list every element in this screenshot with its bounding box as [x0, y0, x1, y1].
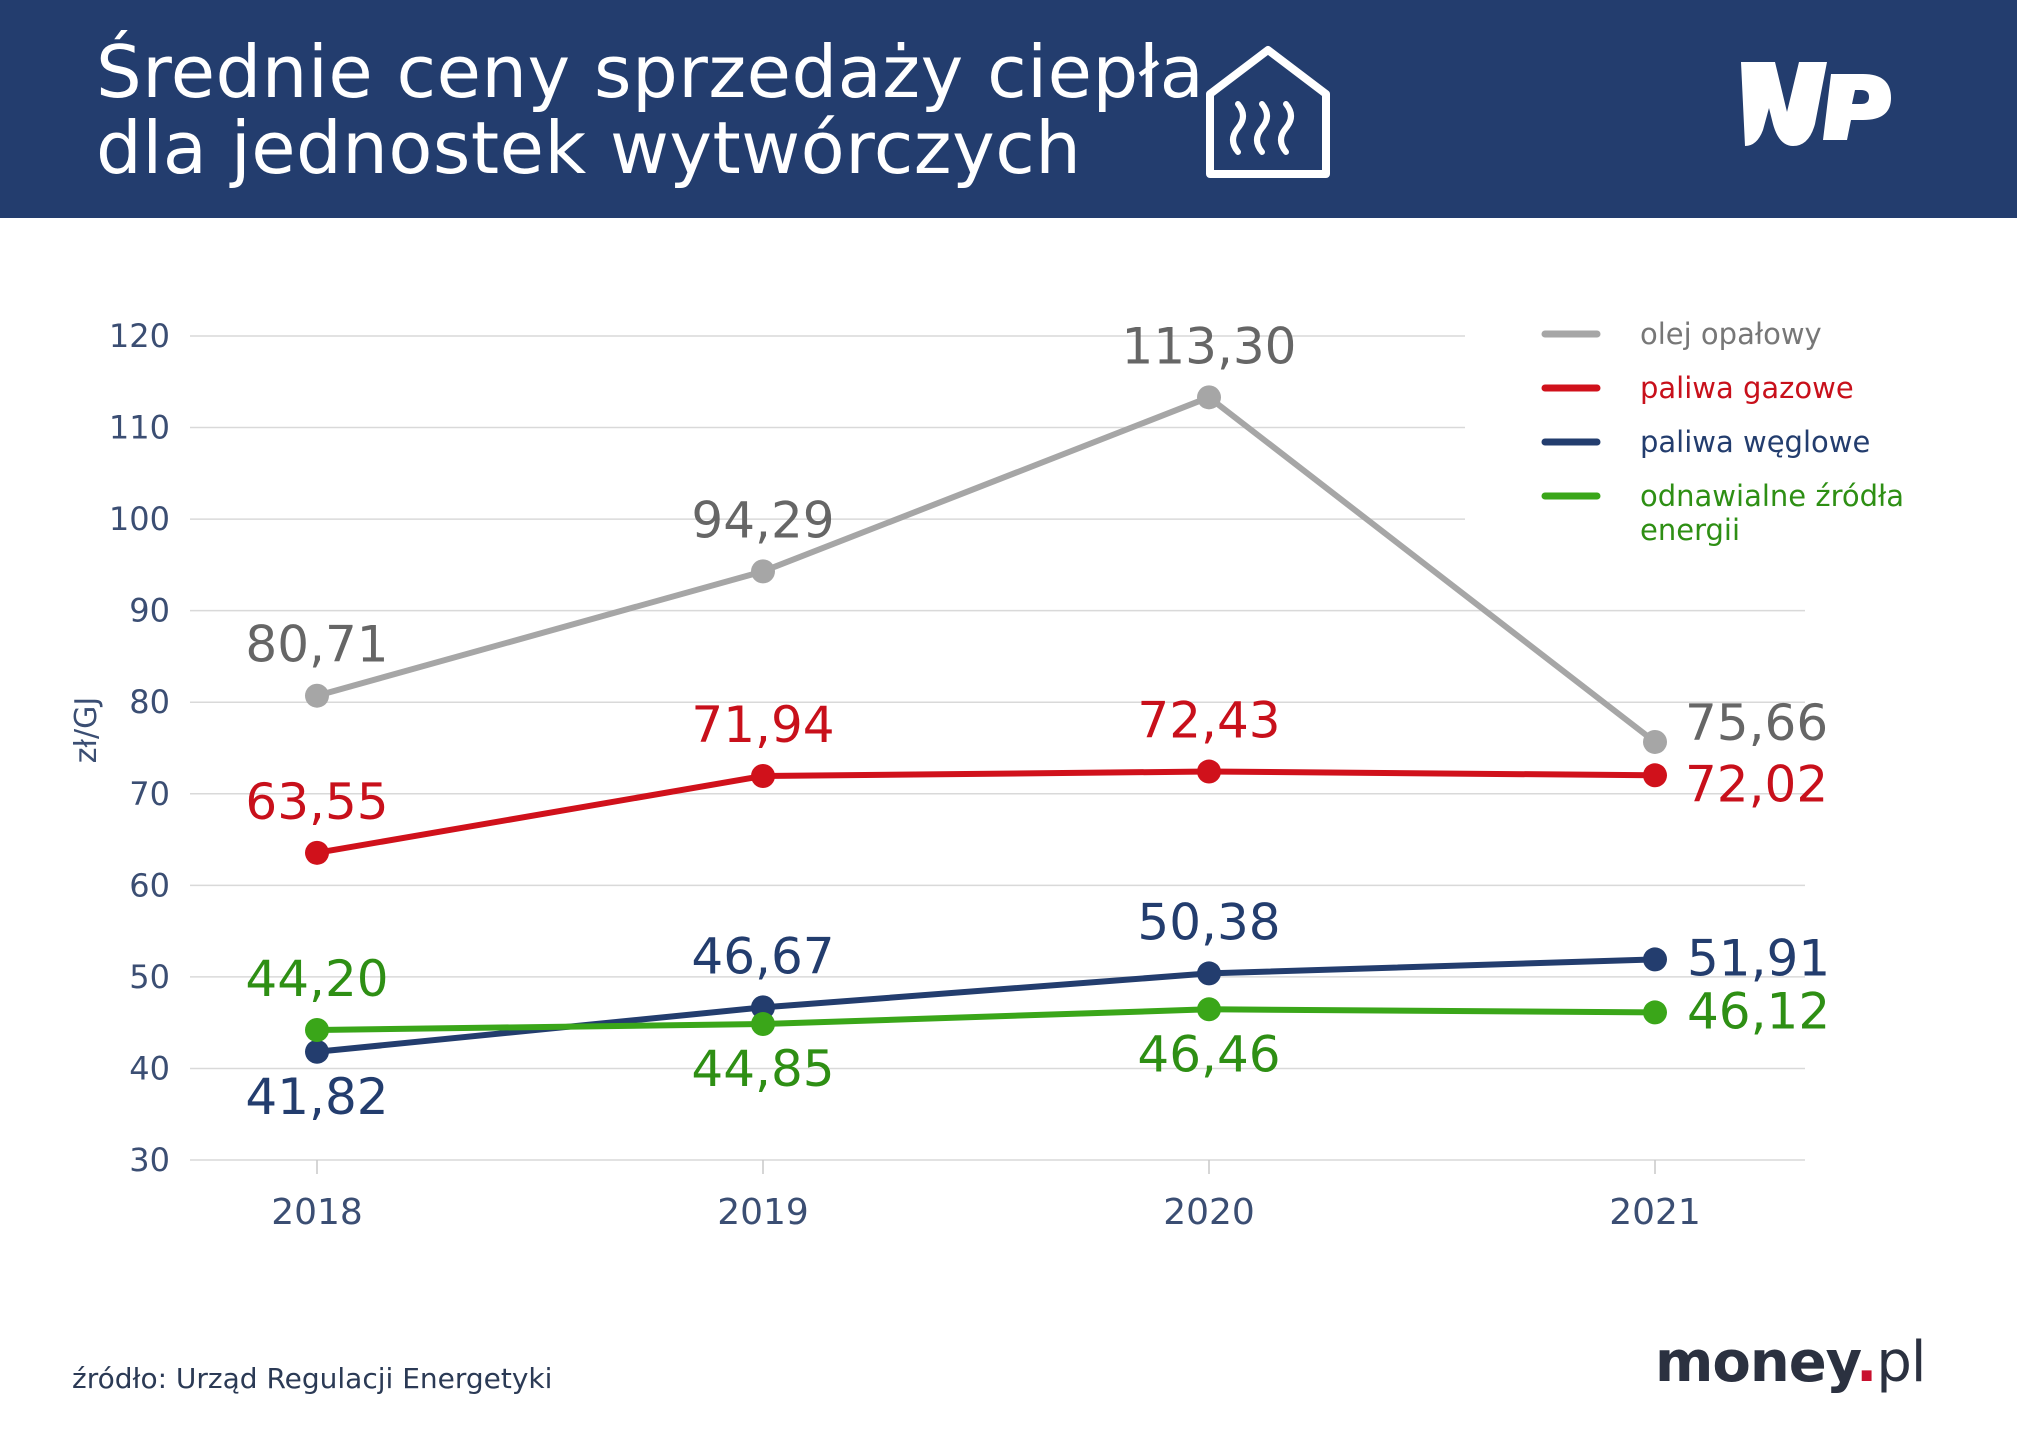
series-line — [314, 956, 1658, 1055]
data-point — [1197, 759, 1221, 784]
series-line — [314, 768, 1658, 856]
series-1 — [305, 759, 1667, 865]
data-label: 41,82 — [245, 1068, 388, 1126]
line-chart: 30 40 50 60 70 80 90 100 110 120 2018 2019 2020 2021 z… — [69, 317, 1904, 1233]
y-tick-label: 100 — [109, 500, 170, 538]
y-axis-label: zł/GJ — [69, 697, 104, 763]
title-line-2: dla jednostek wytwórczych — [96, 106, 1082, 190]
data-label: 44,85 — [691, 1040, 834, 1098]
data-point — [1197, 997, 1221, 1022]
y-tick-label: 70 — [129, 775, 170, 813]
legend-item-0: olej opałowy — [1541, 317, 1822, 351]
data-label: 46,67 — [691, 927, 834, 985]
data-label: 46,12 — [1687, 982, 1830, 1040]
data-label: 44,20 — [245, 950, 388, 1008]
x-tick-label: 2020 — [1163, 1192, 1255, 1233]
data-point — [305, 840, 329, 865]
legend-item-1: paliwa gazowe — [1541, 371, 1854, 405]
y-tick-label: 30 — [129, 1141, 170, 1179]
y-tick-label: 40 — [129, 1049, 170, 1087]
legend-label: paliwa węglowe — [1640, 425, 1870, 459]
data-point — [751, 559, 775, 584]
grid-lines — [190, 335, 1805, 1161]
axes: 30 40 50 60 70 80 90 100 110 120 2018 2019 2020 2021 z… — [69, 317, 1701, 1233]
data-label: 75,66 — [1685, 694, 1828, 752]
data-labels: 80,71 94,29 113,30 75,66 63,55 71,94 72,43 72,0… — [245, 317, 1830, 1125]
data-label: 46,46 — [1137, 1025, 1280, 1083]
brand-main: money — [1655, 1330, 1857, 1395]
data-point — [1197, 385, 1221, 410]
series-line — [314, 394, 1658, 745]
x-tick-label: 2018 — [271, 1192, 363, 1233]
data-label: 113,30 — [1122, 317, 1297, 375]
brand-suffix: pl — [1876, 1330, 1926, 1395]
x-tick-label: 2021 — [1609, 1192, 1701, 1233]
series-3 — [305, 997, 1667, 1042]
legend-item-2: paliwa węglowe — [1541, 425, 1870, 459]
series-0 — [305, 385, 1667, 754]
y-tick-label: 80 — [129, 683, 170, 721]
chart-title: Średnie ceny sprzedaży ciepła dla jednos… — [96, 34, 1204, 186]
source-note: źródło: Urząd Regulacji Energetyki — [72, 1362, 553, 1395]
legend: olej opałowy paliwa gazowe paliwa węglowe o… — [1541, 317, 1904, 547]
legend-label: olej opałowy — [1640, 317, 1822, 351]
data-label: 50,38 — [1137, 893, 1280, 951]
data-point — [1643, 763, 1667, 788]
data-point — [751, 1012, 775, 1037]
data-label: 63,55 — [245, 773, 388, 831]
data-point — [305, 1017, 329, 1042]
y-tick-label: 110 — [109, 409, 170, 447]
data-label: 51,91 — [1687, 929, 1830, 987]
y-tick-label: 120 — [109, 317, 170, 355]
data-point — [1643, 1000, 1667, 1025]
header-banner: Średnie ceny sprzedaży ciepła dla jednos… — [0, 0, 2017, 218]
data-point — [305, 683, 329, 708]
y-tick-label: 90 — [129, 592, 170, 630]
house-heating-icon — [1206, 46, 1330, 178]
x-tick-label: 2019 — [717, 1192, 809, 1233]
legend-label: energii — [1640, 513, 1740, 547]
legend-label: paliwa gazowe — [1640, 371, 1854, 405]
legend-label: odnawialne źródła — [1640, 479, 1904, 513]
data-label: 72,02 — [1685, 755, 1828, 813]
series — [305, 385, 1667, 1064]
title-line-1: Średnie ceny sprzedaży ciepła — [96, 30, 1205, 114]
data-point — [305, 1039, 329, 1064]
data-label: 71,94 — [691, 696, 834, 754]
brand-dot: . — [1856, 1330, 1877, 1395]
data-label: 80,71 — [245, 616, 388, 674]
wp-logo-icon — [1741, 62, 1891, 146]
data-point — [1643, 947, 1667, 972]
data-point — [1197, 961, 1221, 986]
series-line — [314, 1006, 1658, 1033]
data-label: 94,29 — [691, 491, 834, 549]
series-2 — [305, 947, 1667, 1064]
data-point — [1643, 729, 1667, 754]
y-tick-label: 60 — [129, 866, 170, 904]
money-pl-logo: money.pl — [1655, 1330, 1926, 1395]
data-point — [751, 995, 775, 1020]
data-point — [751, 764, 775, 789]
y-tick-label: 50 — [129, 958, 170, 996]
data-label: 72,43 — [1137, 692, 1280, 750]
